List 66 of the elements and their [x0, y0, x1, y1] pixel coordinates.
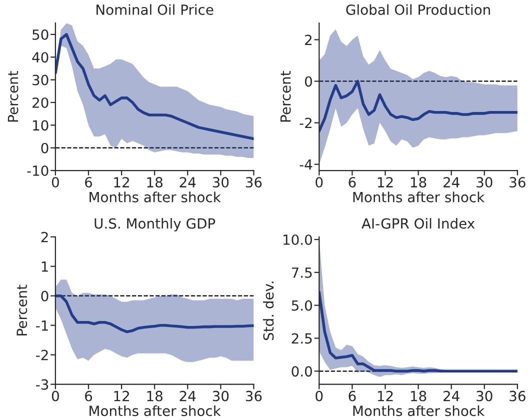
y-tick-label: 30: [32, 74, 48, 86]
y-tick-label: 7.5: [292, 268, 312, 278]
x-tick-label: 0: [52, 177, 59, 188]
x-tick-label: 12: [378, 177, 393, 188]
x-tick-label: 18: [147, 390, 162, 402]
x-tick-label: 24: [180, 177, 196, 188]
y-tick-label: 50: [32, 29, 48, 40]
chart-title: Nominal Oil Price: [96, 4, 214, 15]
line-series: [319, 290, 518, 373]
y-tick-label: -4: [300, 159, 312, 170]
x-tick-label: 30: [212, 177, 229, 188]
chart-title: AI-GPR Oil Index: [362, 218, 475, 229]
x-tick-label: 6: [348, 390, 356, 402]
x-tick-label: 6: [85, 177, 92, 188]
x-tick-label: 30: [476, 390, 492, 402]
y-axis-title: Std. dev.: [262, 282, 274, 340]
x-tick-label: 30: [212, 390, 229, 402]
x-tick-label: 12: [114, 390, 129, 402]
x-tick-label: 18: [410, 177, 426, 188]
x-tick-label: 0: [52, 390, 59, 402]
line-series: [55, 294, 254, 334]
y-tick-label: -3: [36, 379, 48, 390]
x-tick-label: 18: [410, 390, 426, 402]
line-series: [55, 33, 254, 140]
x-tick-label: 6: [348, 177, 356, 188]
y-tick-label: 0: [41, 142, 48, 154]
y-tick-label: 20: [32, 97, 48, 108]
x-tick-label: 0: [316, 390, 323, 402]
y-tick-label: 0: [304, 76, 312, 87]
x-tick-label: 36: [246, 177, 262, 188]
y-tick-label: 0.0: [292, 366, 312, 377]
y-axis-title: Percent: [280, 71, 291, 122]
x-tick-label: 12: [114, 177, 129, 188]
x-tick-label: 6: [85, 390, 92, 402]
y-tick-label: 10.0: [284, 234, 312, 245]
x-tick-label: 36: [510, 177, 526, 188]
x-axis-title: Months after shock: [90, 405, 221, 416]
x-tick-label: 12: [378, 390, 393, 402]
y-tick-label: -10: [27, 165, 48, 176]
y-tick-label: -1: [36, 320, 48, 331]
chart-title: U.S. Monthly GDP: [94, 218, 216, 232]
y-tick-label: 0: [41, 290, 48, 302]
y-axis-title: Percent: [8, 71, 18, 122]
x-tick-label: 36: [510, 390, 526, 402]
x-tick-label: 36: [246, 390, 262, 402]
chart-title: Global Oil Production: [346, 4, 490, 15]
y-tick-label: 10: [33, 120, 48, 131]
x-tick-label: 18: [147, 177, 162, 188]
x-axis-title: Months after shock: [353, 192, 485, 202]
y-tick-label: 1: [42, 262, 48, 272]
y-axis-title: Percent: [16, 284, 28, 336]
y-tick-label: -2: [36, 350, 48, 360]
y-tick-label: 40: [32, 52, 48, 63]
x-tick-label: 30: [476, 177, 492, 188]
y-tick-label: 2.5: [292, 333, 312, 344]
x-tick-label: 24: [444, 177, 460, 188]
line-series: [319, 80, 518, 132]
y-tick-label: -2: [300, 118, 312, 128]
x-axis-title: Months after shock: [90, 192, 221, 202]
x-tick-label: 0: [316, 177, 323, 188]
y-tick-label: 5.0: [292, 300, 312, 311]
x-axis-title: Months after shock: [353, 405, 485, 416]
x-tick-label: 24: [444, 390, 460, 402]
y-tick-label: 2: [41, 232, 48, 242]
x-tick-label: 24: [180, 390, 196, 402]
y-tick-label: 2: [305, 34, 312, 45]
